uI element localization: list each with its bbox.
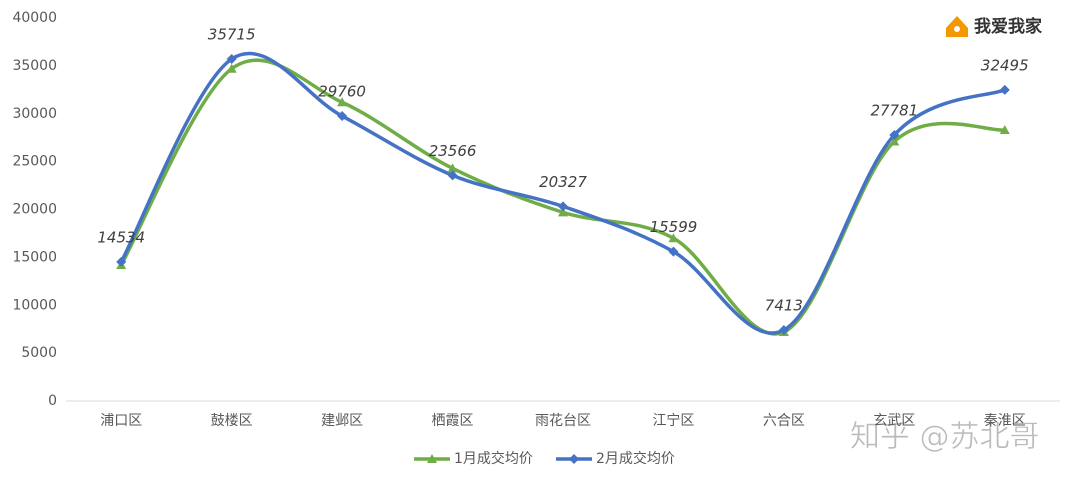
data-label: 15599 bbox=[650, 218, 698, 236]
data-label: 20327 bbox=[539, 173, 587, 191]
legend-label: 1月成交均价 bbox=[454, 450, 533, 467]
data-point bbox=[226, 54, 237, 65]
y-tick-label: 15000 bbox=[12, 249, 57, 265]
x-tick-label: 建邺区 bbox=[321, 413, 363, 429]
legend-label: 2月成交均价 bbox=[596, 450, 675, 467]
data-label: 7413 bbox=[765, 297, 803, 315]
data-point bbox=[889, 136, 900, 146]
y-tick-label: 35000 bbox=[12, 58, 57, 74]
data-point bbox=[999, 125, 1010, 135]
data-point bbox=[778, 325, 789, 336]
x-tick-label: 浦口区 bbox=[100, 413, 142, 429]
data-label: 32495 bbox=[981, 56, 1029, 74]
x-tick-label: 雨花台区 bbox=[535, 413, 591, 429]
logo: 我爱我家 bbox=[946, 16, 1042, 37]
series-line bbox=[119, 51, 1006, 335]
data-point bbox=[999, 84, 1010, 95]
watermark: 知乎 @苏北哥 bbox=[850, 420, 1040, 455]
x-tick-label: 秦淮区 bbox=[984, 413, 1026, 429]
data-point bbox=[447, 163, 458, 173]
data-point bbox=[668, 233, 679, 243]
y-tick-label: 0 bbox=[48, 393, 57, 409]
data-label: 35715 bbox=[208, 26, 256, 44]
data-point bbox=[116, 256, 127, 267]
logo-icon-dot bbox=[954, 26, 960, 32]
data-point bbox=[447, 170, 458, 181]
y-tick-label: 5000 bbox=[21, 345, 57, 361]
y-tick-label: 25000 bbox=[12, 154, 57, 170]
data-label: 27781 bbox=[870, 101, 918, 119]
data-point bbox=[668, 246, 679, 257]
data-point bbox=[889, 129, 900, 140]
data-point bbox=[337, 111, 348, 122]
x-tick-label: 玄武区 bbox=[873, 412, 915, 429]
data-point bbox=[558, 207, 568, 217]
logo-text: 我爱我家 bbox=[974, 16, 1042, 37]
y-tick-label: 40000 bbox=[12, 10, 57, 26]
data-point bbox=[558, 201, 568, 212]
data-label: 14534 bbox=[97, 228, 145, 246]
x-tick-label: 江宁区 bbox=[652, 412, 694, 429]
y-tick-label: 10000 bbox=[12, 297, 57, 313]
y-tick-label: 30000 bbox=[12, 106, 57, 122]
x-tick-label: 六合区 bbox=[763, 413, 805, 429]
data-point bbox=[337, 97, 348, 107]
legend-marker bbox=[427, 454, 437, 463]
data-label: 23566 bbox=[429, 142, 477, 160]
legend-marker bbox=[569, 454, 579, 464]
x-tick-label: 栖霞区 bbox=[432, 413, 474, 429]
x-tick-label: 鼓楼区 bbox=[211, 413, 253, 429]
data-label: 29760 bbox=[318, 83, 366, 101]
data-point bbox=[226, 63, 237, 73]
y-tick-label: 20000 bbox=[12, 202, 57, 218]
